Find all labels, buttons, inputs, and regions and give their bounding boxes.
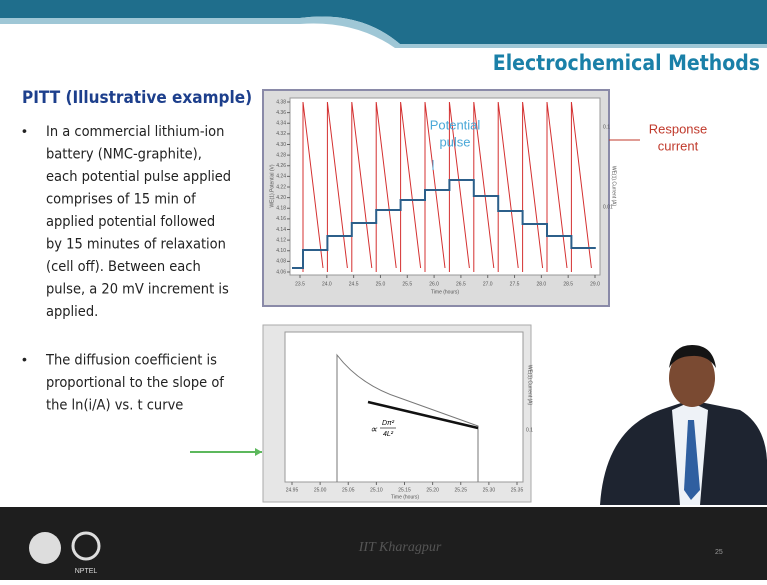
y-tick-label: 4.28 <box>276 152 286 158</box>
page-number: 25 <box>715 549 723 556</box>
x-tick-label: 25.00 <box>314 487 327 493</box>
x-tick-label: 25.15 <box>398 487 411 493</box>
bullet-line: In a commercial lithium-ion <box>46 124 224 140</box>
x-tick-label: 25.10 <box>370 487 383 493</box>
slide: Electrochemical Methods PITT (Illustrati… <box>0 0 767 580</box>
bullet-line: each potential pulse applied <box>46 169 231 185</box>
y-axis-label: WE(1).Potential (V) <box>269 164 275 207</box>
y-tick-label: 4.30 <box>276 142 286 148</box>
x-tick-label: 27.0 <box>483 281 493 287</box>
y2-axis-label: WE(1).Current (A) <box>611 166 617 207</box>
x-tick-label: 27.5 <box>510 281 520 287</box>
footer-center: IIT Kharagpur <box>358 540 442 555</box>
x-tick-label: 26.5 <box>456 281 466 287</box>
x-tick-label: 25.20 <box>426 487 439 493</box>
header-title: Electrochemical Methods <box>493 51 760 75</box>
bullet-line: The diffusion coefficient is <box>45 353 217 369</box>
y-tick-label: 4.38 <box>276 99 286 105</box>
y-tick-label: 4.36 <box>276 110 286 116</box>
formula-numerator: Dπ² <box>382 420 395 427</box>
x-tick-label: 23.5 <box>295 281 305 287</box>
x-tick-label: 24.95 <box>286 487 299 493</box>
y-tick-label: 4.32 <box>276 131 286 137</box>
x-tick-label: 25.25 <box>454 487 467 493</box>
logo-iit <box>29 532 61 564</box>
formula-denominator: 4L² <box>383 431 394 438</box>
heading: PITT (Illustrative example) <box>22 88 252 108</box>
x-axis-label: Time (hours) <box>391 494 419 500</box>
annotation-current: Response <box>649 121 708 136</box>
x-tick-label: 29.0 <box>590 281 600 287</box>
x-tick-label: 25.5 <box>402 281 412 287</box>
x-tick-label: 25.05 <box>342 487 355 493</box>
y-tick-label: 4.18 <box>276 206 286 212</box>
y-tick-label: 4.06 <box>276 269 286 275</box>
x-tick-label: 24.0 <box>322 281 332 287</box>
y-tick-label: 4.14 <box>276 227 286 233</box>
x-tick-label: 28.0 <box>536 281 546 287</box>
y2-axis-label: WE(1).Current (A) <box>527 365 533 406</box>
y-tick-label: 4.24 <box>276 174 286 180</box>
bullet-dot: • <box>22 351 27 367</box>
x-tick-label: 25.35 <box>511 487 524 493</box>
y-tick-label: 4.20 <box>276 195 286 201</box>
bullet-line: applied potential followed <box>46 214 215 230</box>
x-tick-label: 26.0 <box>429 281 439 287</box>
bullet-line: pulse, a 20 mV increment is <box>46 282 229 298</box>
x-tick-label: 25.30 <box>483 487 496 493</box>
y-tick-label: 4.34 <box>276 121 286 127</box>
y2-tick-label: 0.1 <box>603 124 610 130</box>
y-tick-label: 4.08 <box>276 259 286 265</box>
y-tick-label: 4.10 <box>276 248 286 254</box>
bullet-line: comprises of 15 min of <box>46 192 196 208</box>
annotation-current: current <box>658 138 699 153</box>
bullet-dot: • <box>22 123 27 139</box>
bullet-line: proportional to the slope of <box>46 375 224 391</box>
x-axis-label: Time (hours) <box>431 289 459 295</box>
bottom-plot-area <box>285 332 523 482</box>
y-tick-label: 4.16 <box>276 216 286 222</box>
y-tick-label: 4.26 <box>276 163 286 169</box>
bullet-line: by 15 minutes of relaxation <box>46 237 226 253</box>
y2-tick-label: 0.1 <box>526 427 533 433</box>
bullet-line: (cell off). Between each <box>46 259 201 275</box>
x-tick-label: 25.0 <box>376 281 386 287</box>
bullet-line: battery (NMC-graphite), <box>46 147 202 163</box>
y-tick-label: 4.22 <box>276 184 286 190</box>
x-tick-label: 28.5 <box>563 281 573 287</box>
bullet-line: applied. <box>46 304 98 320</box>
annotation-potential: pulse <box>439 134 470 149</box>
bullet-line: the ln(i/A) vs. t curve <box>46 398 183 414</box>
formula-prefix: ∝ <box>370 425 378 436</box>
x-tick-label: 24.5 <box>349 281 359 287</box>
annotation-potential: Potential <box>430 117 481 132</box>
y-tick-label: 4.12 <box>276 237 286 243</box>
logo-text: NPTEL <box>75 568 98 575</box>
